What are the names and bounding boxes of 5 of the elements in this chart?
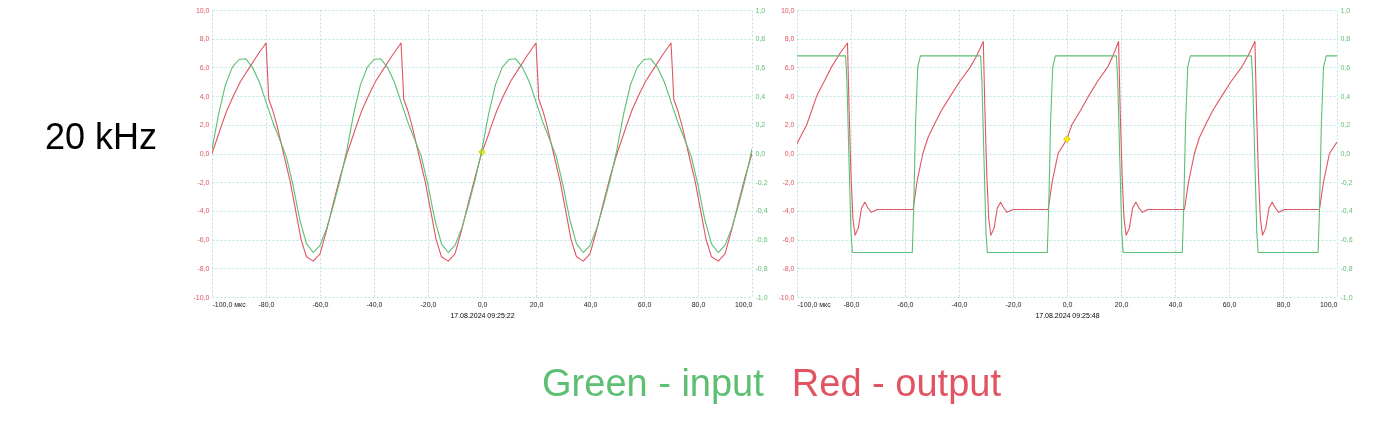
line-series (797, 41, 1337, 236)
text: Green - input (542, 362, 764, 404)
text: 20 kHz (45, 116, 158, 158)
text: Red - output (791, 362, 1001, 404)
line-series (797, 55, 1337, 254)
